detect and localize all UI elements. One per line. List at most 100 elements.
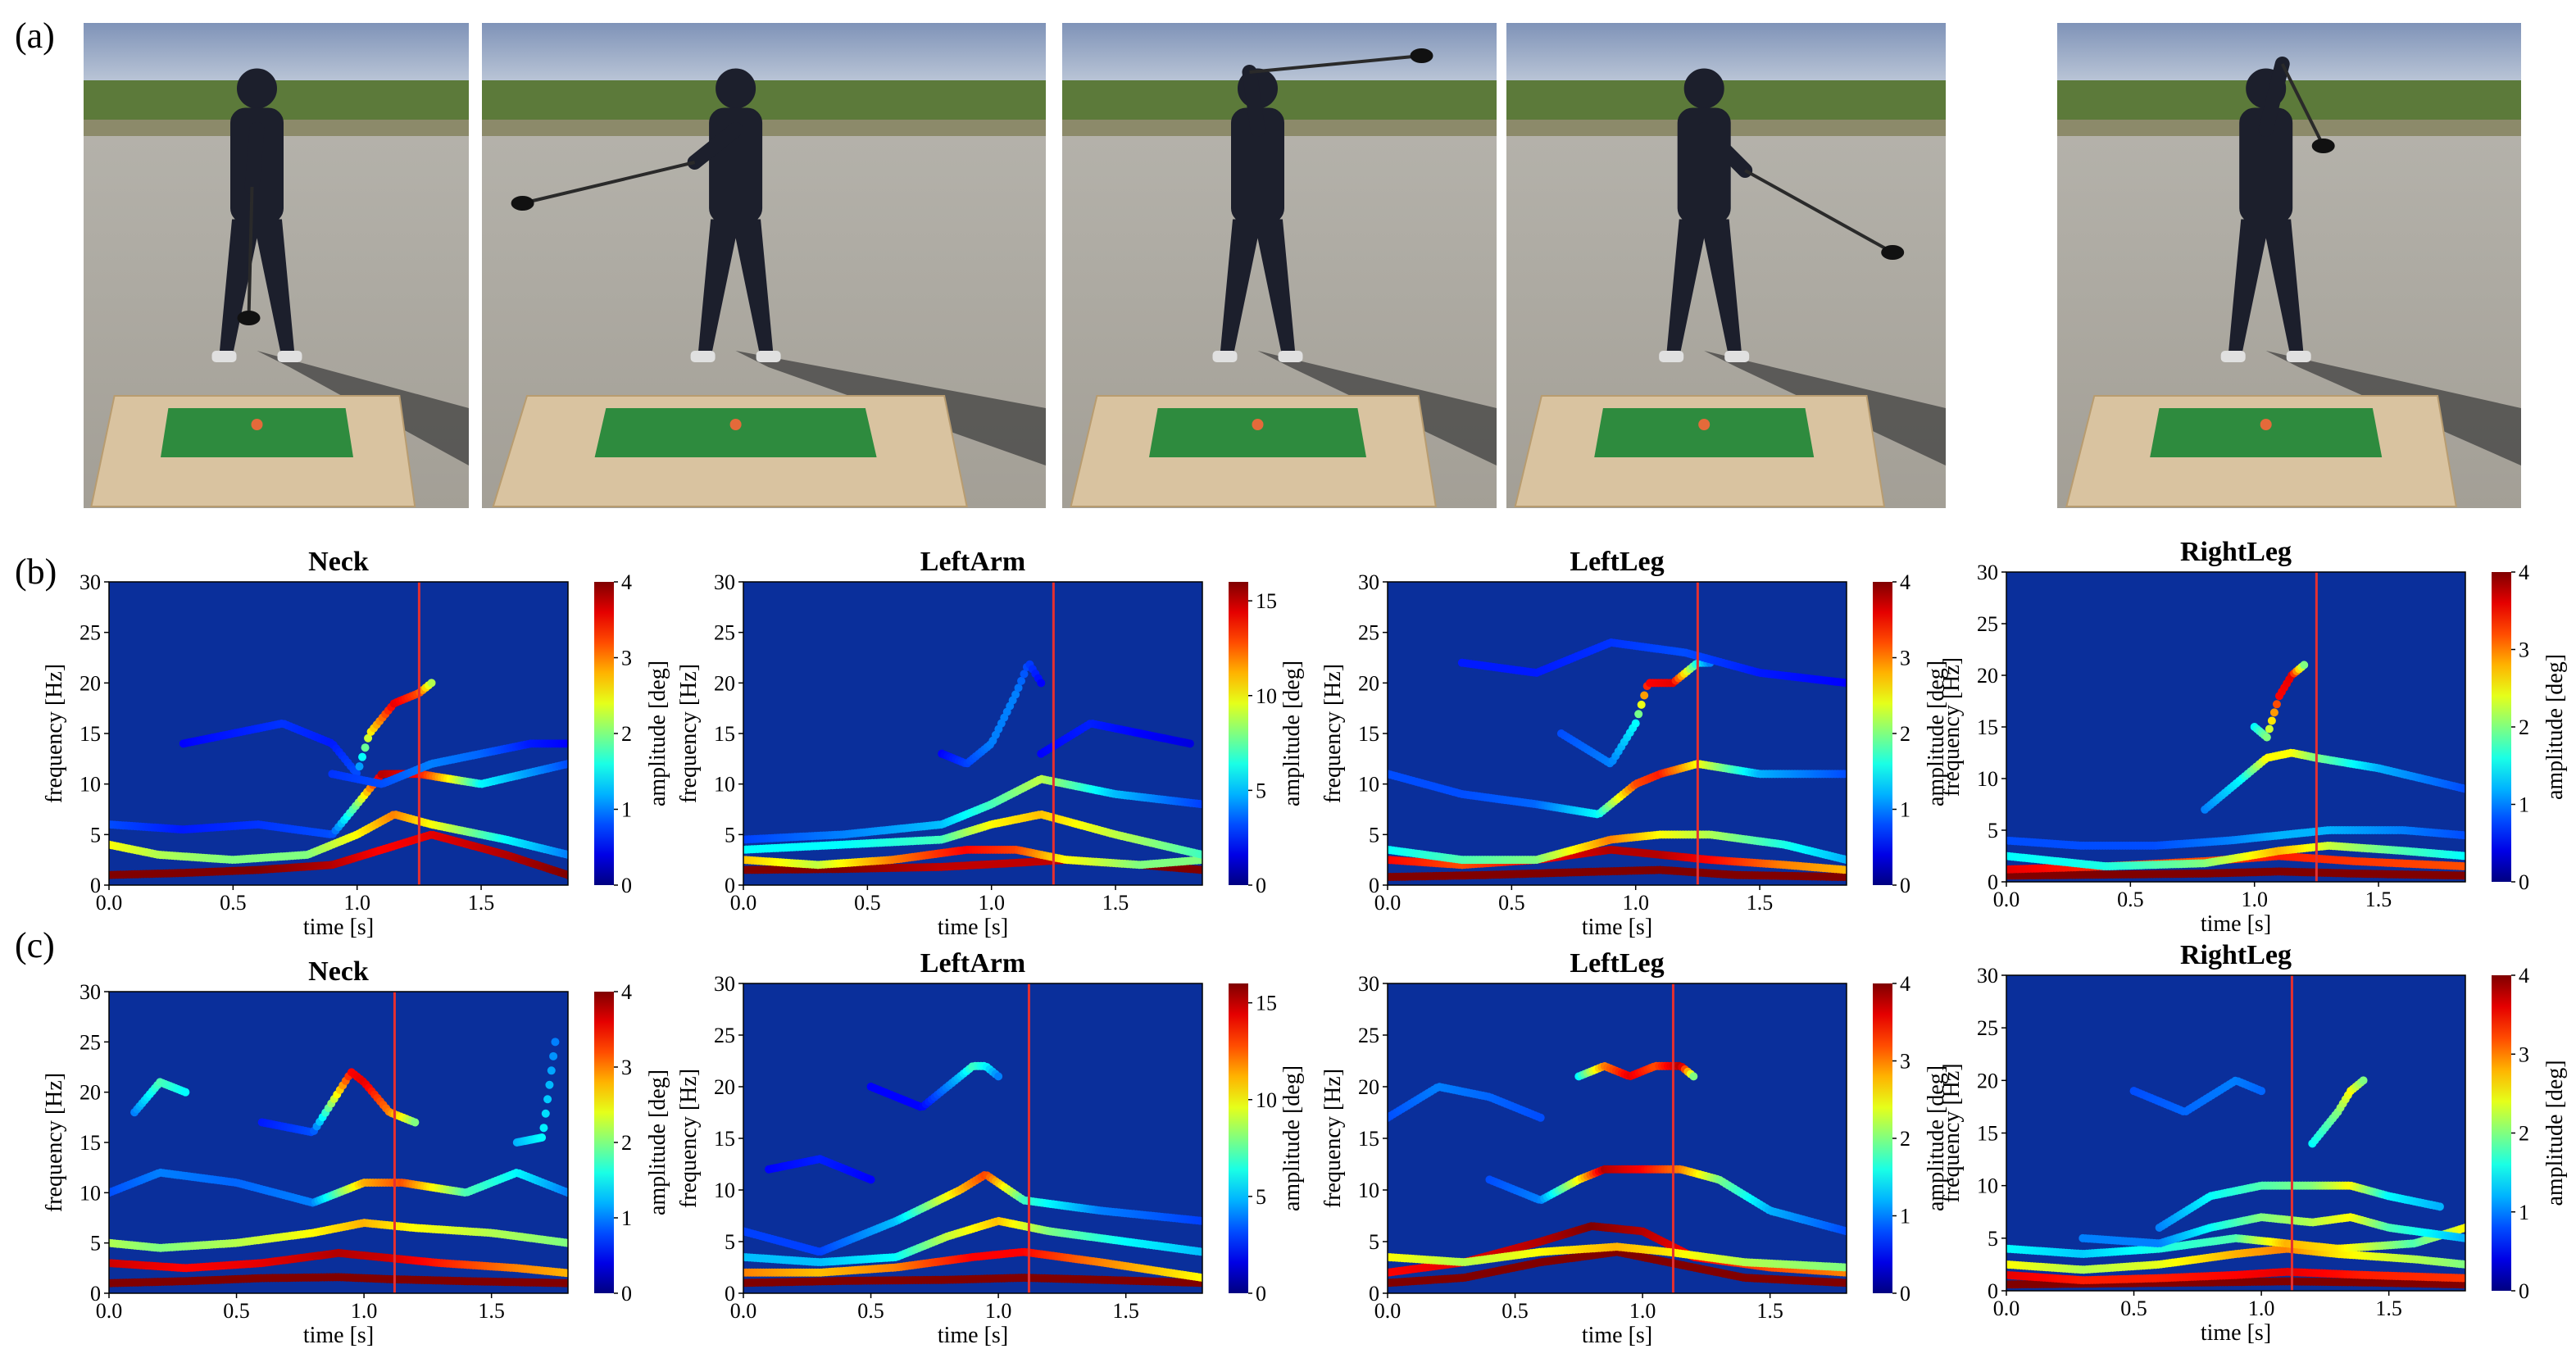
ridge-2 [2006,842,2465,871]
y-tick-label: 10 [80,773,101,797]
y-tick-label: 10 [80,1181,101,1205]
colorbar [1873,582,1892,885]
ridge-5 [1037,720,1194,758]
colorbar-tick-label: 4 [621,980,632,1004]
ridge-6 [512,1038,560,1147]
x-tick-label: 0.5 [2117,888,2144,911]
y-tick-label: 25 [714,1024,735,1047]
colorbar-tick-label: 5 [1256,1185,1266,1209]
ridge-5 [2250,661,2309,742]
ridge-0 [109,830,568,879]
x-tick-label: 1.0 [978,891,1005,915]
ridge-5 [130,1078,190,1117]
ridge-point [1198,1274,1202,1283]
y-tick-label: 15 [1358,722,1379,746]
y-tick-label: 20 [1977,664,1998,688]
colorbar-tick-label: 0 [1256,1282,1266,1306]
y-tick-label: 30 [1358,570,1379,594]
colorbar-tick-label: 1 [621,798,632,822]
ridge-point [2461,831,2465,840]
chart-title: LeftArm [920,948,1025,979]
colorbar-label: amplitude [deg] [2542,654,2568,800]
x-tick-label: 0.0 [96,1299,123,1323]
colorbar-tick-label: 3 [621,1056,632,1079]
x-tick-label: 0.0 [730,891,757,915]
y-tick-label: 30 [714,570,735,594]
x-tick-label: 1.0 [985,1299,1012,1323]
ridge-2 [1388,1242,1847,1272]
colorbar [594,992,614,1293]
colorbar-tick-label: 1 [1900,798,1910,822]
ridge-4 [866,1061,1003,1111]
colorbar-tick-label: 10 [1256,1088,1277,1112]
spectrogram-c-leftleg: LeftLeg 0 5 10 15 20 25 30 0.0 0.5 1.0 1.5 time [s] f… [1297,934,1969,1359]
colorbar-tick-label: 0 [621,874,632,897]
ridge-point [564,1278,568,1288]
ridge-3 [179,679,436,778]
x-tick-label: 0.5 [1498,891,1525,915]
y-tick-label: 15 [1977,715,1998,739]
ridge-2 [1388,830,1847,865]
colorbar [2492,572,2511,882]
photo-address [84,23,469,508]
spectrogram-c-neck: Neck 0 5 10 15 20 25 30 0.0 0.5 1.0 1.5 time [s] freq… [19,942,691,1359]
ridge-point [1637,700,1646,709]
ridge-point [1037,679,1046,688]
y-tick-label: 0 [1988,870,1998,894]
ridge-1 [743,845,1202,870]
y-tick-label: 25 [1977,612,1998,636]
x-axis-label: time [s] [303,1323,374,1348]
y-tick-label: 0 [1369,874,1379,897]
colorbar-tick-label: 0 [1256,874,1266,897]
ridge-point [1198,1216,1202,1225]
ridge-point [539,1124,548,1133]
colorbar [1229,983,1248,1293]
y-tick-label: 20 [80,1081,101,1105]
x-tick-label: 0.0 [1374,891,1402,915]
y-axis-label: frequency [Hz] [1939,657,1965,797]
ridge-point [1198,865,1202,874]
ridge-point [1020,670,1029,679]
y-tick-label: 30 [714,972,735,996]
y-tick-label: 25 [80,621,101,645]
y-tick-label: 15 [80,1131,101,1155]
colorbar [1229,582,1248,885]
x-axis-label: time [s] [938,915,1008,940]
plot-area [1388,983,1847,1293]
x-tick-label: 1.5 [1102,891,1129,915]
ridge-point [358,752,367,761]
colorbar-tick-label: 15 [1256,589,1277,613]
ridge-point [1634,710,1643,719]
colorbar-tick-label: 2 [1900,722,1910,746]
ridge-point [361,743,370,752]
ridge-point [564,851,568,859]
colorbar-tick-label: 4 [1900,570,1910,594]
y-tick-label: 10 [1977,767,1998,791]
chart-title: RightLeg [2180,537,2292,567]
y-tick-label: 0 [90,874,101,897]
ridge-point [564,870,568,879]
y-tick-label: 25 [80,1030,101,1054]
row-label-b: (b) [15,552,57,592]
ridge-point [1842,1278,1847,1288]
x-tick-label: 0.0 [730,1299,757,1323]
y-axis-label: frequency [Hz] [42,1073,67,1212]
ridge-4 [2201,748,2465,814]
colorbar-tick-label: 0 [2519,870,2529,894]
ridge-2 [743,810,1202,859]
row-label-a: (a) [15,16,55,56]
x-tick-label: 1.5 [1747,891,1774,915]
ridge-point [1185,739,1194,748]
ridge-point [1842,770,1847,779]
ridge-point [1640,691,1649,700]
y-tick-label: 0 [90,1282,101,1306]
colorbar-label: amplitude [deg] [1279,1065,1305,1211]
ridge-point [1631,719,1640,728]
ridge-3 [1388,760,1847,819]
ridge-4 [257,1068,420,1137]
y-tick-label: 5 [90,1232,101,1256]
colorbar-label: amplitude [deg] [645,1070,670,1215]
x-tick-label: 0.5 [854,891,881,915]
ridge-point [1011,690,1020,699]
ridge-point [2265,724,2274,733]
